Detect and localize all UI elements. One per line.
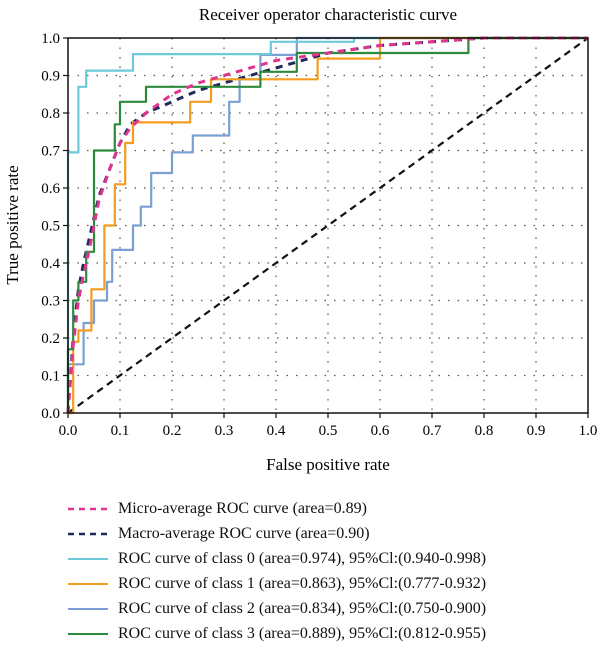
x-tick-label: 0.6 bbox=[371, 423, 390, 439]
series-line-5 bbox=[66, 36, 588, 413]
legend: Micro-average ROC curve (area=0.89) Macro… bbox=[68, 496, 486, 646]
y-tick-label: 0.0 bbox=[41, 406, 60, 422]
legend-label: ROC curve of class 1 (area=0.863), 95%Cl… bbox=[118, 574, 487, 592]
x-tick-label: 0.0 bbox=[59, 423, 78, 439]
y-tick-label: 0.9 bbox=[41, 69, 60, 85]
legend-swatch bbox=[68, 603, 108, 615]
grid bbox=[68, 38, 588, 413]
y-tick-label: 0.2 bbox=[41, 331, 60, 347]
legend-label: ROC curve of class 0 (area=0.974), 95%Cl… bbox=[118, 549, 487, 567]
legend-swatch bbox=[68, 578, 108, 590]
legend-swatch bbox=[68, 528, 108, 540]
legend-item: Micro-average ROC curve (area=0.89) bbox=[68, 496, 486, 521]
x-tick-label: 1.0 bbox=[579, 423, 598, 439]
series-line-2 bbox=[66, 36, 588, 413]
legend-label: ROC curve of class 3 (area=0.889), 95%Cl… bbox=[118, 624, 487, 642]
legend-swatch bbox=[68, 628, 108, 640]
x-tick-label: 0.1 bbox=[111, 423, 130, 439]
legend-item: ROC curve of class 0 (area=0.974), 95%Cl… bbox=[68, 546, 486, 571]
series-line-0 bbox=[66, 36, 588, 414]
x-tick-label: 0.9 bbox=[527, 423, 546, 439]
y-tick-label: 0.7 bbox=[41, 144, 60, 160]
x-tick-label: 0.8 bbox=[475, 423, 494, 439]
x-tick-label: 0.4 bbox=[267, 423, 286, 439]
y-tick-label: 0.1 bbox=[41, 369, 60, 385]
legend-swatch bbox=[68, 553, 108, 565]
chart-title: Receiver operator characteristic curve bbox=[199, 5, 457, 24]
y-tick-label: 1.0 bbox=[41, 31, 60, 47]
y-tick-label: 0.3 bbox=[41, 294, 60, 310]
chance-diagonal-line bbox=[67, 37, 589, 414]
y-tick-label: 0.8 bbox=[41, 106, 60, 122]
y-axis-title: True positive rate bbox=[3, 165, 22, 284]
series-line-3 bbox=[68, 36, 588, 415]
x-tick-label: 0.7 bbox=[423, 423, 442, 439]
x-tick-label: 0.2 bbox=[163, 423, 182, 439]
legend-item: ROC curve of class 1 (area=0.863), 95%Cl… bbox=[68, 571, 486, 596]
legend-swatch bbox=[68, 503, 108, 515]
legend-item: Macro-average ROC curve (area=0.90) bbox=[68, 521, 486, 546]
legend-item: ROC curve of class 3 (area=0.889), 95%Cl… bbox=[68, 621, 486, 646]
legend-label: Micro-average ROC curve (area=0.89) bbox=[118, 499, 367, 517]
series-layer bbox=[66, 36, 589, 415]
y-tick-label: 0.5 bbox=[41, 219, 60, 235]
ticks: 0.0 0.1 0.2 0.3 0.4 0.5 0.6 0.7 0.8 0.9 1.0 0.0 0.1 0… bbox=[41, 31, 597, 439]
x-tick-label: 0.5 bbox=[319, 423, 338, 439]
legend-label: ROC curve of class 2 (area=0.834), 95%Cl… bbox=[118, 599, 487, 617]
x-tick-label: 0.3 bbox=[215, 423, 234, 439]
x-axis-title: False positive rate bbox=[266, 455, 390, 474]
legend-item: ROC curve of class 2 (area=0.834), 95%Cl… bbox=[68, 596, 486, 621]
legend-label: Macro-average ROC curve (area=0.90) bbox=[118, 524, 370, 542]
roc-chart: Receiver operator characteristic curve 0… bbox=[3, 5, 597, 474]
y-tick-label: 0.4 bbox=[41, 256, 60, 272]
y-tick-label: 0.6 bbox=[41, 181, 60, 197]
